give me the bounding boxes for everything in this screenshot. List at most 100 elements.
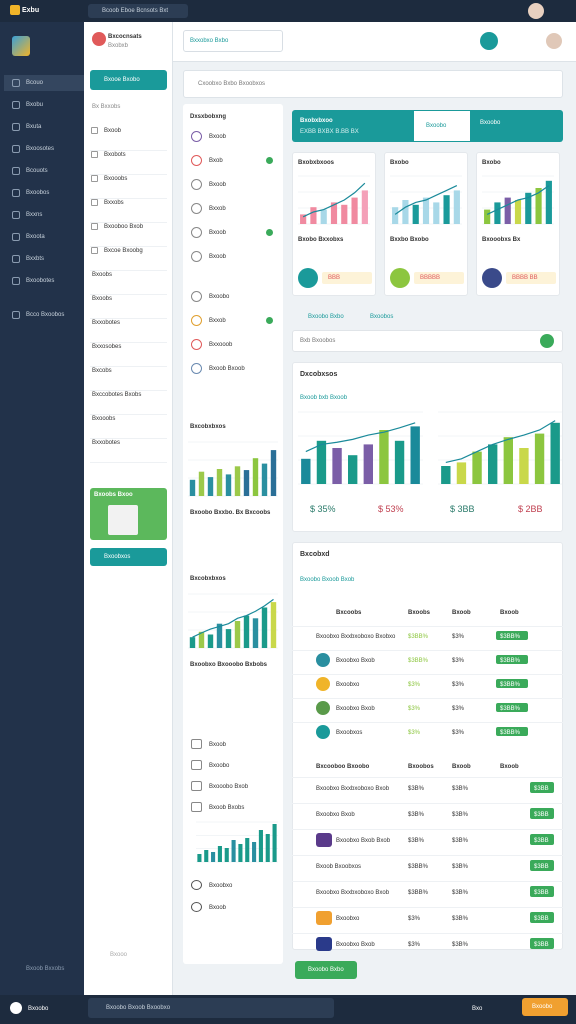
search-text[interactable]: Bxb Bxoobos (300, 338, 336, 344)
item-icon (91, 127, 98, 134)
panel-item[interactable]: Bxob (209, 158, 223, 164)
nav-item[interactable]: Bcouots (26, 168, 48, 174)
search-text[interactable]: Bxoobo Bxoob Bxoobxo (106, 1005, 171, 1011)
panel-item[interactable]: Bxoobo (209, 763, 230, 769)
nav-item[interactable]: Bxxbts (26, 256, 45, 262)
sidebar-item[interactable]: Bxooboo Bxob (104, 224, 144, 230)
panel-item[interactable]: Bxxob (209, 318, 226, 324)
cell: $3% (408, 942, 421, 948)
divider (90, 246, 167, 247)
bar (550, 422, 560, 484)
nav-item[interactable]: Bxobu (26, 102, 44, 108)
row-name: Bxoobxo Bxxbxoboxo Bxobxo (316, 634, 396, 640)
bar (234, 621, 241, 648)
sidebar-item[interactable]: Bxoobs (92, 296, 113, 302)
sidebar-button[interactable] (90, 70, 167, 90)
select-text[interactable]: Bxxobxo Bxbo (190, 38, 229, 44)
button-text[interactable]: Bxooe Bxobo (104, 77, 140, 83)
sidebar-item[interactable]: Bxoob (104, 128, 122, 134)
cell: $3BB% (408, 864, 429, 870)
sidebar-item[interactable]: Bxxosobes (92, 344, 122, 350)
action-button[interactable] (295, 961, 357, 979)
column-header: Bxoob (452, 764, 471, 770)
search-bar[interactable] (183, 70, 563, 98)
sidebar-item[interactable]: Bxobots (104, 152, 126, 158)
panel-item[interactable]: Bxoobxo (209, 883, 233, 889)
cell: $3% (408, 706, 421, 712)
column-header: Bxoob (500, 764, 519, 770)
avatar[interactable] (546, 33, 562, 49)
button-text[interactable]: Bxoobxos (104, 554, 131, 560)
sidebar-item[interactable]: Bxooobs (104, 176, 128, 182)
nav-item[interactable]: Bxoobotes (26, 278, 55, 284)
filter[interactable]: Bxoobos (370, 314, 394, 320)
divider (90, 438, 167, 439)
sidebar-item[interactable]: Bxoobs (92, 272, 113, 278)
filter[interactable]: Bxoobo Bxbo (308, 314, 344, 320)
panel-item[interactable]: Bxxooob (209, 342, 233, 348)
search-button[interactable] (540, 334, 554, 348)
card-icon (482, 268, 502, 288)
select[interactable] (183, 30, 283, 52)
chart-title: Bxcobxbxos (190, 424, 226, 430)
panel-item[interactable]: Bxoob (209, 905, 227, 911)
sidebar-item[interactable]: Bxcobs (92, 368, 112, 374)
table-filter[interactable]: Bxoobo Bxoob Bxob (300, 577, 355, 583)
sidebar-item[interactable]: Bxxobs (104, 200, 124, 206)
row-name: Bxoobxo Bxob (336, 706, 375, 712)
sidebar-cta[interactable] (90, 548, 167, 566)
nav-item[interactable]: Bxoobos (26, 190, 50, 196)
bar (252, 842, 257, 862)
nav-item[interactable]: Bcco Bxoobos (26, 312, 65, 318)
panel-item[interactable]: Bxoob (209, 742, 227, 748)
action-icon[interactable] (480, 32, 498, 50)
divider (292, 933, 563, 934)
bar (534, 433, 545, 484)
nav-item[interactable]: Bxoosotes (26, 146, 55, 152)
divider (90, 270, 167, 271)
avatar[interactable] (528, 3, 544, 19)
nav-item[interactable]: Bxxns (26, 212, 43, 218)
divider (292, 626, 563, 627)
bar (261, 607, 268, 648)
sidebar-item[interactable]: Bxxobotes (92, 440, 121, 446)
search-box[interactable] (88, 4, 188, 18)
panel-item[interactable]: Bxoob Bxobs (209, 805, 245, 811)
button-text[interactable]: Bxoobo (532, 1004, 553, 1010)
tab-text[interactable]: Bxoobo (480, 120, 501, 126)
divider (90, 222, 167, 223)
nav-item[interactable]: Bxuta (26, 124, 42, 130)
sidebar-item[interactable]: Bxooobs (92, 416, 116, 422)
banner-tab[interactable] (413, 110, 471, 142)
trend-line (394, 185, 458, 215)
column-header: Bxcoobs (336, 610, 362, 616)
search-text[interactable]: Cxoobxo Bxbo Bxoobxos (198, 81, 266, 87)
nav-logo (12, 36, 30, 56)
bottom-search[interactable] (88, 998, 334, 1018)
panel-item[interactable]: Bxoob (209, 230, 227, 236)
panel-item[interactable]: Bxoob (209, 254, 227, 260)
bottom-button[interactable] (522, 998, 568, 1016)
bar (441, 466, 451, 484)
sidebar-item[interactable]: Bxccobotes Bxobs (92, 392, 142, 398)
bar (332, 448, 342, 484)
item-icon (191, 739, 202, 749)
button-text[interactable]: Bxoobo Bxbo (308, 967, 344, 973)
value-label: $ 53% (378, 504, 404, 514)
panel-item[interactable]: Bxoob (209, 182, 227, 188)
panel-item[interactable]: Bxxob (209, 206, 226, 212)
nav-item[interactable]: Bcouo (26, 80, 44, 86)
tab-text[interactable]: Bxoobo (426, 123, 447, 129)
search-bar[interactable] (292, 330, 563, 352)
nav-item[interactable]: Bxoota (26, 234, 45, 240)
panel-item[interactable]: Bxooobo Bxob (209, 784, 249, 790)
sidebar-item[interactable]: Bxcoe Bxoobg (104, 248, 143, 254)
card-label: Bxxbo Bxobo (390, 237, 429, 243)
panel-item[interactable]: Bxoob Bxoob (209, 366, 245, 372)
sidebar-item[interactable]: Bxxobotes (92, 320, 121, 326)
panel-item[interactable]: Bxoob (209, 134, 227, 140)
panel-item[interactable]: Bxoobo (209, 294, 230, 300)
mini-chart (188, 593, 278, 649)
bar (330, 202, 338, 224)
divider (292, 650, 563, 651)
